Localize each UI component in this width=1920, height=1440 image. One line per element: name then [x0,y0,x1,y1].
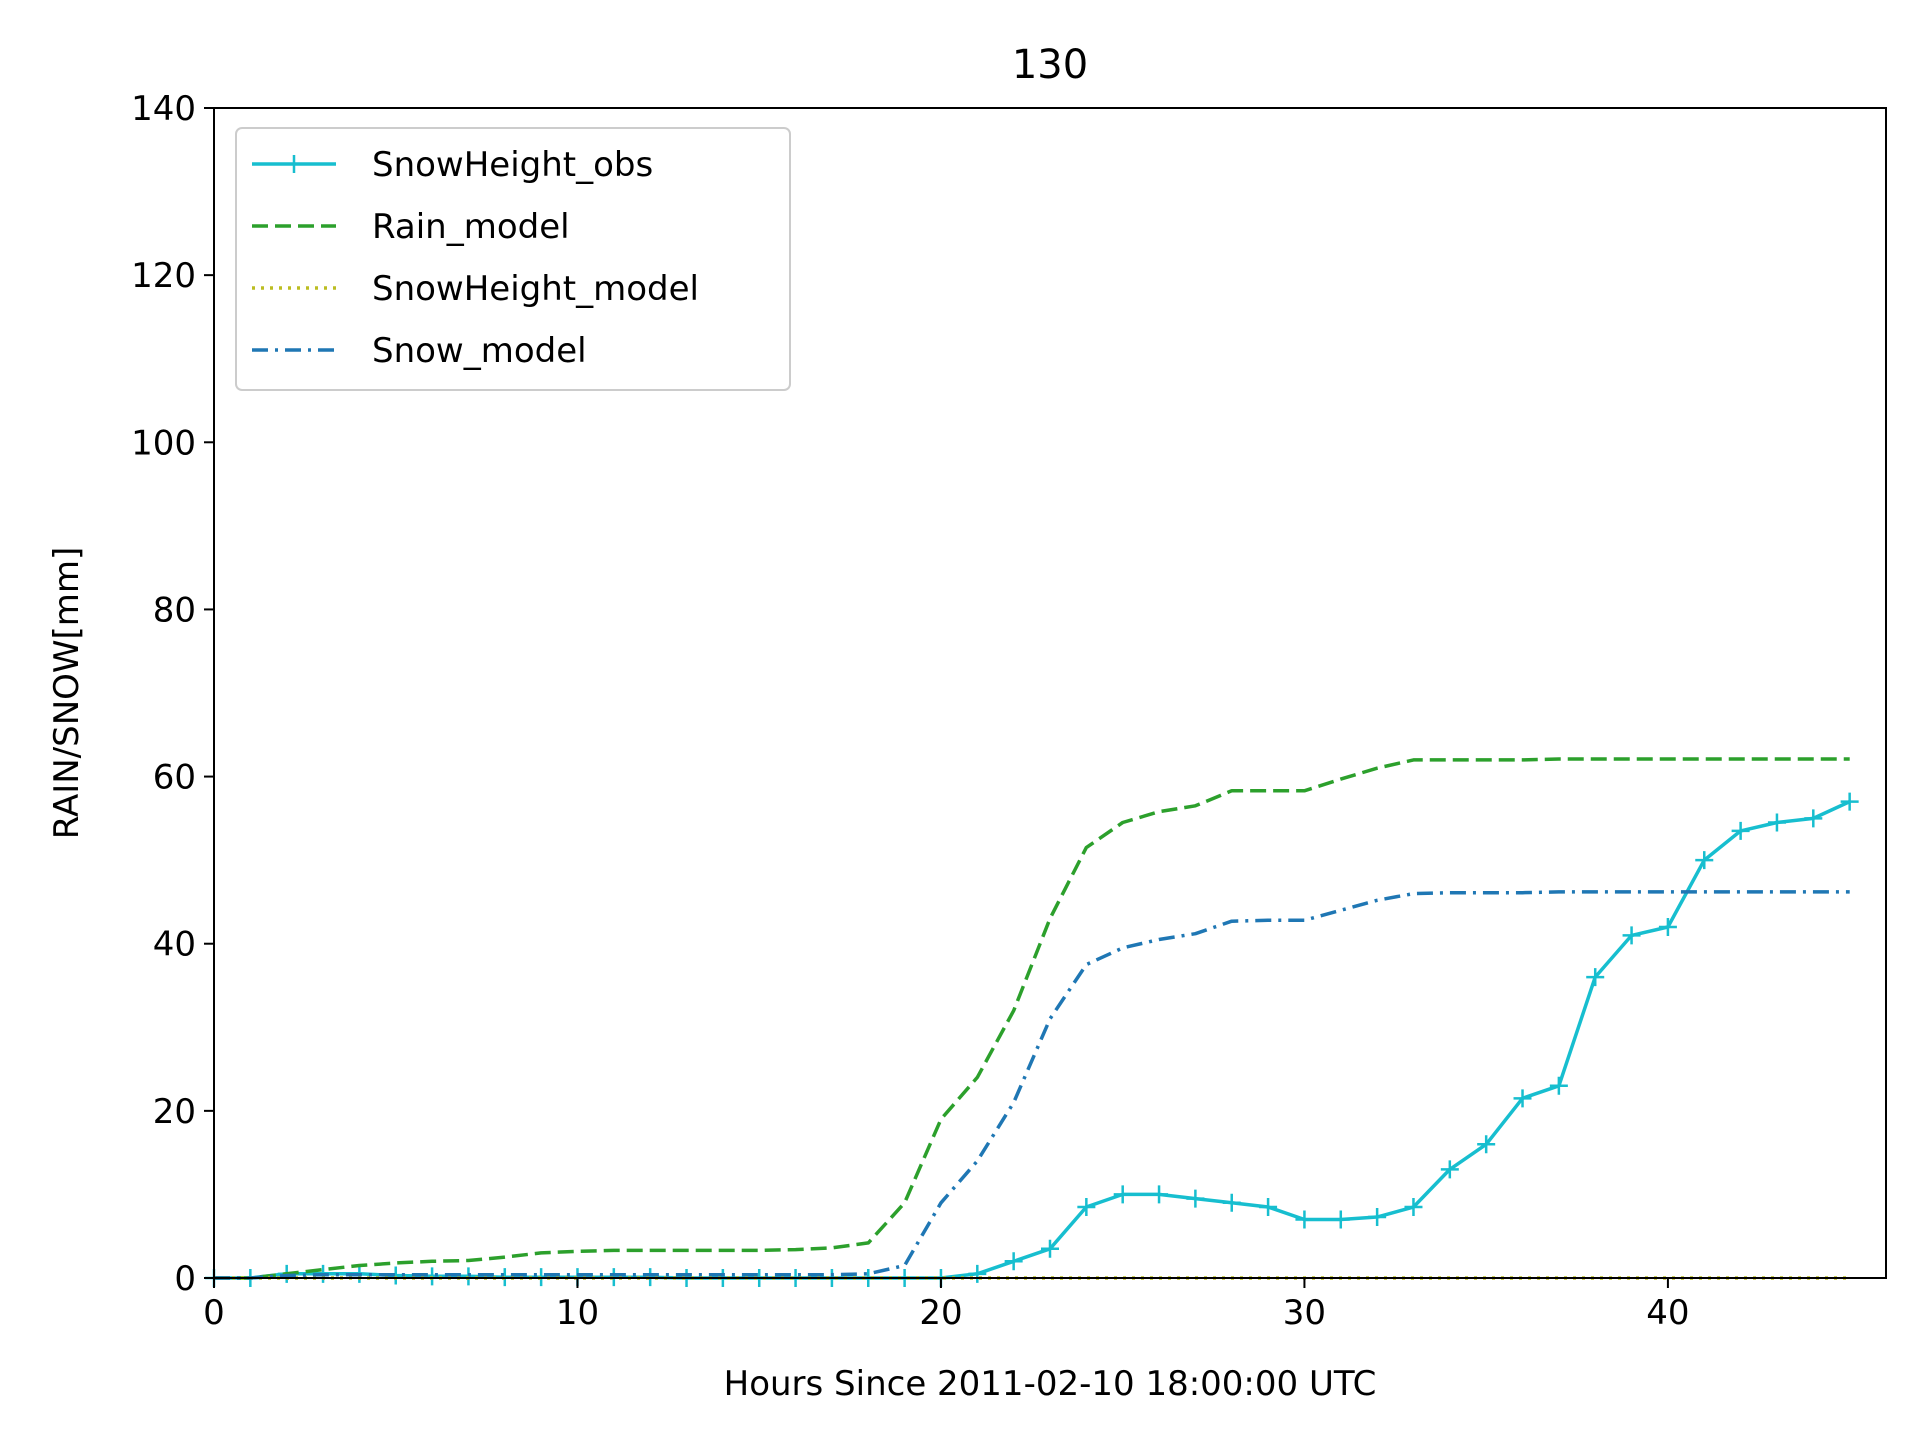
data-point-marker [1077,1197,1096,1216]
chart-title: 130 [1012,42,1088,88]
x-axis-ticks: 0 10 20 30 40 [203,1278,1690,1333]
series-line-snow-model [214,890,1850,1280]
x-tick-label: 40 [1646,1293,1689,1333]
legend-marker [285,155,303,173]
y-tick-label: 100 [131,423,196,463]
data-point-marker [1368,1207,1387,1226]
y-axis-ticks: 0 20 40 60 80 100 120 140 [131,89,214,1299]
legend-label: Rain_model [372,207,570,247]
legend-label: SnowHeight_model [372,269,699,309]
axes-frame [213,107,1887,1279]
x-tick-label: 20 [919,1293,962,1333]
data-point-marker [1150,1185,1169,1204]
data-point-marker [1404,1197,1423,1216]
data-point-marker [1259,1197,1278,1216]
data-point-marker [1186,1189,1205,1208]
y-tick-label: 40 [153,925,196,965]
data-point-marker [1440,1160,1459,1179]
data-point-marker [1295,1210,1314,1229]
series-line-rain-model [214,757,1850,1280]
data-point-marker [1331,1210,1350,1229]
y-tick-label: 0 [174,1259,196,1299]
data-point-marker [968,1264,987,1283]
y-axis-label: RAIN/SNOW[mm] [47,547,87,840]
y-tick-label: 140 [131,89,196,129]
legend-label: SnowHeight_obs [372,145,653,185]
x-tick-label: 0 [203,1293,225,1333]
data-point-marker [1695,851,1714,870]
data-point-marker [1113,1185,1132,1204]
x-tick-label: 10 [556,1293,599,1333]
data-point-marker [1658,918,1677,936]
data-point-marker [1767,813,1786,832]
data-point-marker [1477,1135,1496,1154]
legend-box [235,127,791,391]
legend-label: Snow_model [372,331,587,371]
x-tick-label: 30 [1283,1293,1326,1333]
data-point-marker [1513,1089,1532,1108]
y-tick-label: 120 [131,256,196,296]
data-point-marker [1549,1076,1568,1095]
data-point-marker [1041,1239,1059,1258]
y-tick-label: 60 [153,758,196,798]
data-point-marker [1804,809,1823,828]
y-tick-label: 80 [153,590,196,630]
data-point-marker [1586,968,1605,987]
y-tick-label: 20 [153,1092,196,1132]
data-point-marker [1004,1252,1023,1271]
data-point-marker [1222,1193,1241,1212]
legend: SnowHeight_obs Rain_model SnowHeight_model… [235,127,791,391]
data-point-marker [1840,792,1859,811]
data-point-marker [1731,821,1750,840]
x-axis-label: Hours Since 2011-02-10 18:00:00 UTC [724,1364,1377,1404]
data-point-marker [1622,926,1641,945]
